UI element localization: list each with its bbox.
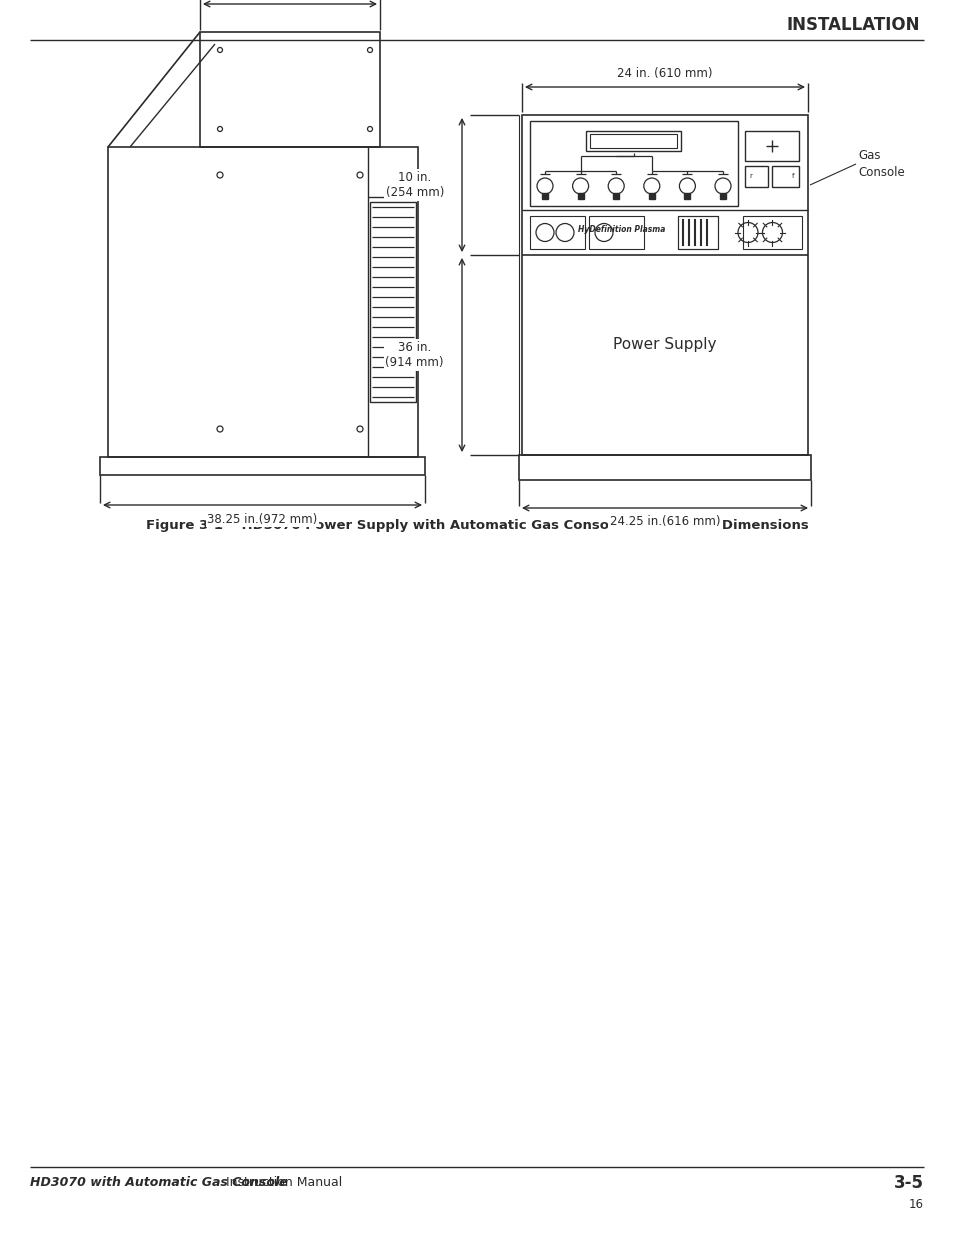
Text: r: r <box>749 173 752 179</box>
Text: 36 in.
(914 mm): 36 in. (914 mm) <box>385 341 443 369</box>
Text: 16: 16 <box>908 1198 923 1212</box>
Text: INSTALLATION: INSTALLATION <box>785 16 919 35</box>
Text: 38.25 in.(972 mm): 38.25 in.(972 mm) <box>207 513 317 526</box>
Text: 24 in. (610 mm): 24 in. (610 mm) <box>617 67 712 79</box>
Text: 3-5: 3-5 <box>893 1174 923 1192</box>
Text: HyDefinition Plasma: HyDefinition Plasma <box>578 225 665 233</box>
Text: HD3070 with Automatic Gas Console: HD3070 with Automatic Gas Console <box>30 1177 288 1189</box>
Text: Gas
Console: Gas Console <box>857 149 903 179</box>
Text: Figure 3-1    HD3070 Power Supply with Automatic Gas Console – Placement Dimensi: Figure 3-1 HD3070 Power Supply with Auto… <box>146 519 807 531</box>
Text: Power Supply: Power Supply <box>613 337 716 352</box>
Text: f: f <box>791 173 794 179</box>
Text: 10 in.
(254 mm): 10 in. (254 mm) <box>385 170 443 199</box>
Text: Instruction Manual: Instruction Manual <box>222 1177 342 1189</box>
Text: 24.25 in.(616 mm): 24.25 in.(616 mm) <box>609 515 720 529</box>
